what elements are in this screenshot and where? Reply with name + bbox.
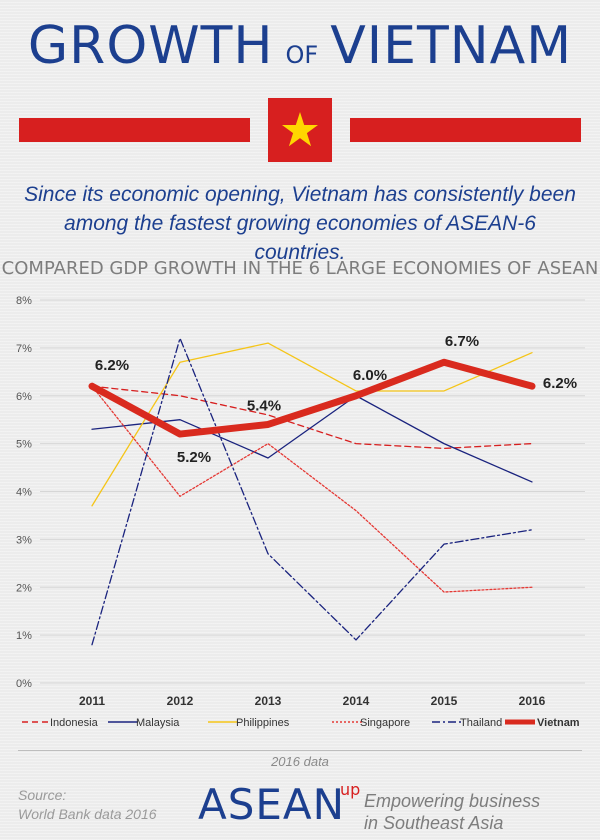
title-of: OF — [285, 41, 319, 69]
brand-logo: ASEAN — [198, 780, 346, 829]
legend-label-thailand: Thailand — [460, 717, 502, 729]
chart-title: COMPARED GDP GROWTH IN THE 6 LARGE ECONO… — [1, 258, 599, 279]
intro-line-2: among the fastest growing economies of A… — [64, 212, 536, 264]
series-line-thailand — [91, 337, 533, 646]
x-tick-label: 2016 — [519, 694, 546, 708]
series-line-philippines — [91, 342, 533, 507]
red-band-right — [350, 118, 581, 142]
legend-label-indonesia: Indonesia — [50, 717, 99, 729]
data-label: 6.2% — [95, 357, 129, 374]
tagline-line-1: Empowering business — [364, 791, 541, 811]
series-line-vietnam — [88, 358, 536, 438]
data-label: 6.2% — [543, 375, 577, 392]
source-note: Source: World Bank data 2016 — [18, 786, 157, 824]
legend-label-singapore: Singapore — [360, 717, 410, 729]
star-icon — [282, 112, 318, 147]
y-tick-label: 8% — [16, 295, 32, 307]
footer-divider — [18, 750, 582, 751]
intro-text: Since its economic opening, Vietnam has … — [20, 180, 580, 267]
brand-tagline: Empowering business in Southeast Asia — [364, 790, 540, 834]
x-tick-label: 2014 — [343, 694, 370, 708]
y-tick-label: 2% — [16, 582, 32, 594]
series-line-indonesia — [91, 385, 533, 450]
title-vietnam: VIETNAM — [330, 16, 573, 76]
y-tick-label: 3% — [16, 534, 32, 546]
x-tick-label: 2012 — [167, 694, 194, 708]
gdp-line-chart: 0% 1% 2% 3% 4% 5% 6% 7% 8% 2011 2012 2013 2014 2015 20… — [16, 295, 585, 729]
data-label: 5.2% — [177, 449, 211, 466]
x-tick-label: 2013 — [255, 694, 282, 708]
x-tick-label: 2011 — [79, 694, 105, 708]
legend-label-malaysia: Malaysia — [136, 717, 180, 729]
data-label: 6.7% — [445, 333, 479, 350]
y-tick-label: 5% — [16, 439, 32, 451]
page-title: GROWTH OF VIETNAM — [0, 20, 600, 72]
legend-label-vietnam: Vietnam — [537, 717, 580, 729]
series-line-malaysia — [91, 395, 533, 483]
x-tick-label: 2015 — [431, 694, 458, 708]
red-band-left — [19, 118, 250, 142]
data-note: 2016 data — [271, 754, 329, 769]
y-tick-label: 7% — [16, 343, 32, 355]
y-tick-label: 4% — [16, 487, 32, 499]
title-growth: GROWTH — [27, 16, 274, 76]
y-tick-label: 0% — [16, 678, 32, 690]
source-label: Source: — [18, 787, 67, 803]
y-tick-label: 1% — [16, 630, 32, 642]
vietnam-flag-icon — [268, 98, 332, 162]
source-text: World Bank data 2016 — [18, 806, 157, 822]
tagline-line-2: in Southeast Asia — [364, 813, 504, 833]
intro-line-1: Since its economic opening, Vietnam has … — [24, 183, 576, 206]
data-label: 5.4% — [247, 397, 281, 414]
legend-label-philippines: Philippines — [236, 717, 290, 729]
series-line-singapore — [91, 385, 533, 593]
y-tick-label: 6% — [16, 391, 32, 403]
data-label: 6.0% — [353, 367, 387, 384]
brand-logo-sup: up — [340, 780, 361, 799]
